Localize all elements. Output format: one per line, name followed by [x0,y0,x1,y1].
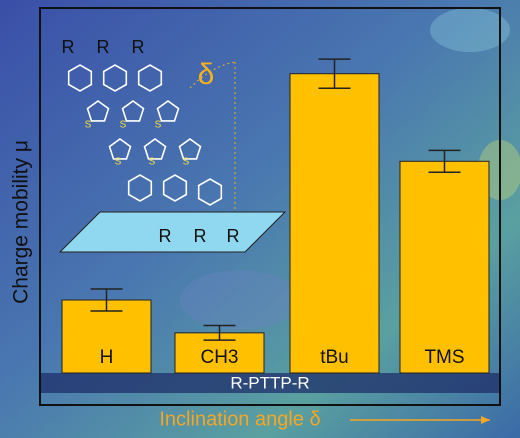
category-label: tBu [320,347,349,368]
r-label: R [97,37,110,57]
sulfur-label: S [155,120,162,131]
sulfur-label: S [115,157,122,168]
r-label: R [227,226,240,246]
decor [430,8,510,52]
r-label: R [194,226,207,246]
error-bar [90,288,123,312]
sulfur-label: S [183,157,190,168]
r-label: R [62,37,75,57]
decor [180,270,300,330]
error-bar [318,58,351,90]
substrate [58,211,287,253]
category-label: H [100,347,114,368]
phenyl [102,64,128,92]
phenyl [67,64,93,92]
category-label: TMS [424,347,464,368]
phenyl [197,178,223,206]
phenyl [137,64,163,92]
sulfur-label: S [120,120,127,131]
band-label: R-PTTP-R [230,373,309,392]
x-axis-arrowhead [481,416,490,424]
inset-diagram: δ S S SS S SR R RR R R [58,37,287,253]
band [41,373,499,393]
thiophene [108,138,132,160]
phenyl [127,174,153,202]
thiophene [178,138,202,160]
frame [39,7,501,406]
thiophene [121,100,145,122]
bar [399,160,490,374]
bar [289,73,380,374]
thiophene [156,100,180,122]
thiophene [143,138,167,160]
error-bar [428,149,461,173]
x-axis-label: Inclination angle δ [159,408,320,430]
thiophene [86,100,110,122]
sulfur-label: S [149,157,156,168]
r-label: R [159,226,172,246]
y-axis-label: Charge mobility μ [10,140,33,304]
sulfur-label: S [85,120,92,131]
phenyl [162,174,188,202]
angle-label: δ [198,58,215,91]
r-label: R [132,37,145,57]
category-label: CH3 [200,347,238,368]
error-bar [203,324,236,341]
